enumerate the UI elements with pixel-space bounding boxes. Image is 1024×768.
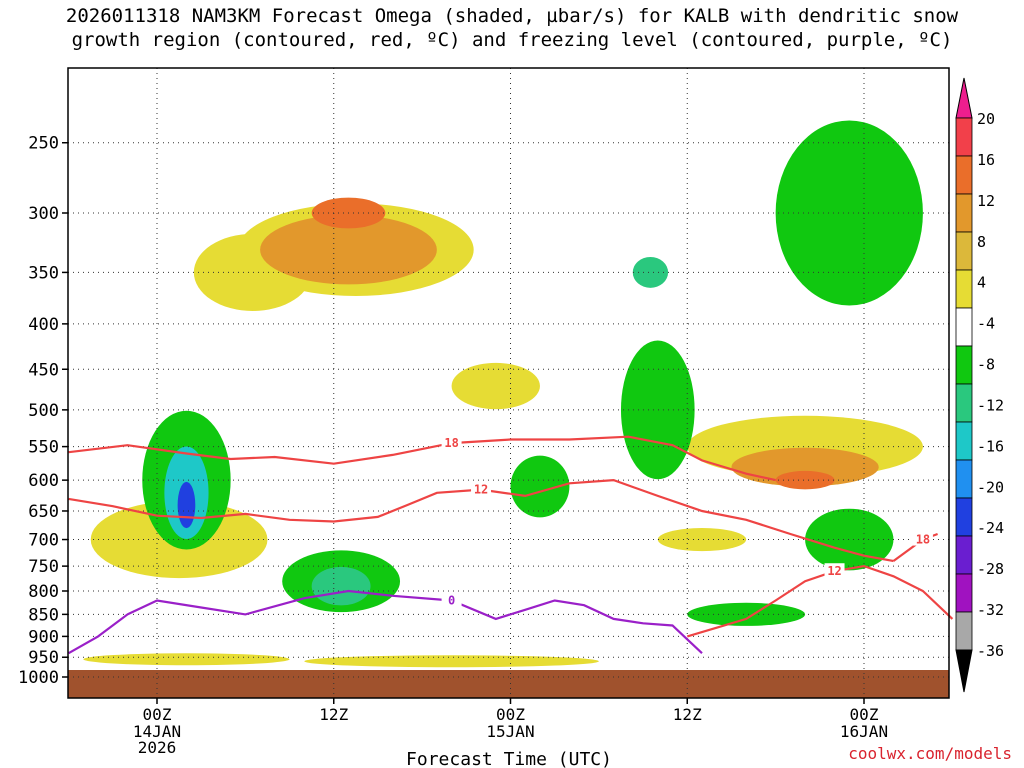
omega-region-22	[805, 508, 894, 571]
credit-text: coolwx.com/models	[848, 744, 1012, 763]
colorbar-label-11: -28	[977, 560, 1004, 578]
colorbar-label-7: -12	[977, 396, 1004, 414]
colorbar-label-8: -16	[977, 437, 1004, 455]
colorbar-label-13: -36	[977, 642, 1004, 660]
contour-label-3: 18	[916, 533, 930, 547]
colorbar-bin-6	[955, 345, 973, 385]
plot-frame	[67, 67, 950, 699]
x-tick-label-0: 00Z	[143, 705, 172, 724]
colorbar-bin-7	[955, 383, 973, 423]
colorbar-label-1: 16	[977, 151, 995, 169]
y-tick-label-950: 950	[28, 648, 59, 668]
contour-label-1: 12	[474, 483, 488, 497]
x-axis-title: Forecast Time (UTC)	[406, 749, 612, 768]
colorbar-bin-8	[955, 421, 973, 461]
colorbar-bottom-triangle	[955, 649, 973, 693]
y-tick-label-750: 750	[28, 557, 59, 577]
colorbar-bin-3	[955, 231, 973, 271]
x-tick-date-24: 15JAN	[486, 722, 534, 741]
y-tick-label-450: 450	[28, 360, 59, 380]
colorbar-bin-5	[955, 307, 973, 347]
omega-shading	[83, 120, 923, 668]
omega-region-11	[304, 655, 599, 668]
y-tick-label-500: 500	[28, 401, 59, 421]
contour-label-bg-3	[912, 531, 933, 546]
contour-label-4: 0	[448, 594, 455, 608]
omega-region-6	[657, 527, 747, 552]
y-tick-label-400: 400	[28, 315, 59, 335]
colorbar-bin-0	[955, 117, 973, 157]
colorbar-bin-13	[955, 611, 973, 651]
contour-lines: 18 12 12 18 0	[68, 435, 954, 655]
x-tick-label-12: 12Z	[319, 705, 348, 724]
y-tick-label-300: 300	[28, 204, 59, 224]
ground-layer	[68, 670, 949, 698]
y-axis: 2503003504004505005506006507007508008509…	[18, 134, 68, 688]
colorbar-label-3: 8	[977, 233, 986, 251]
chart-title: 2026011318 NAM3KM Forecast Omega (shaded…	[0, 4, 1024, 52]
y-tick-label-1000: 1000	[18, 668, 59, 688]
y-tick-label-650: 650	[28, 502, 59, 522]
y-tick-label-850: 850	[28, 605, 59, 625]
contour-label-bg-0	[441, 435, 462, 450]
colorbar: 20 16 12 8 4 -4 -8 -12 -16 -20 -24 -28 -32 -36	[955, 77, 1004, 693]
x-tick-date-0: 14JAN	[133, 722, 181, 741]
colorbar-bin-12	[955, 573, 973, 613]
y-tick-label-700: 700	[28, 531, 59, 551]
omega-region-8	[731, 447, 879, 487]
x-tick-date-48: 16JAN	[840, 722, 888, 741]
omega-region-9	[775, 470, 835, 490]
x-tick-year-0: 2026	[138, 738, 177, 757]
title-line-2: growth region (contoured, red, ºC) and f…	[71, 29, 953, 51]
y-tick-label-250: 250	[28, 134, 59, 154]
colorbar-label-12: -32	[977, 601, 1004, 619]
colorbar-bin-9	[955, 459, 973, 499]
colorbar-bin-4	[955, 269, 973, 309]
omega-region-18	[620, 340, 695, 480]
contour-label-0: 18	[444, 436, 458, 450]
colorbar-bin-2	[955, 193, 973, 233]
title-line-1: 2026011318 NAM3KM Forecast Omega (shaded…	[65, 5, 959, 27]
x-tick-label-24: 00Z	[496, 705, 525, 724]
colorbar-label-2: 12	[977, 192, 995, 210]
y-tick-label-350: 350	[28, 263, 59, 283]
omega-region-20	[775, 120, 923, 306]
omega-region-10	[83, 653, 290, 666]
colorbar-top-triangle	[955, 77, 973, 119]
grid-lines	[68, 68, 949, 698]
omega-region-19	[632, 256, 669, 288]
x-tick-label-36: 12Z	[673, 705, 702, 724]
omega-region-3	[260, 215, 437, 285]
contour-line-4	[68, 589, 703, 655]
omega-region-21	[687, 602, 806, 626]
omega-region-16	[311, 566, 371, 606]
y-tick-label-800: 800	[28, 582, 59, 602]
colorbar-bin-10	[955, 497, 973, 537]
contour-label-bg-1	[471, 481, 492, 496]
colorbar-label-10: -24	[977, 519, 1004, 537]
y-tick-label-550: 550	[28, 438, 59, 458]
contour-line-2	[686, 564, 954, 638]
colorbar-label-0: 20	[977, 110, 995, 128]
x-tick-label-48: 00Z	[850, 705, 879, 724]
colorbar-label-4: 4	[977, 274, 986, 292]
omega-region-5	[451, 362, 540, 410]
contour-label-bg-2	[824, 563, 845, 578]
colorbar-label-5: -4	[977, 315, 995, 333]
y-tick-label-600: 600	[28, 471, 59, 491]
contour-label-2: 12	[827, 564, 841, 578]
colorbar-bin-11	[955, 535, 973, 575]
colorbar-label-9: -20	[977, 478, 1004, 496]
omega-region-17	[510, 455, 570, 518]
omega-region-14	[177, 481, 196, 529]
colorbar-label-6: -8	[977, 356, 995, 374]
colorbar-bin-1	[955, 155, 973, 195]
y-tick-label-900: 900	[28, 627, 59, 647]
contour-label-bg-4	[441, 592, 462, 607]
